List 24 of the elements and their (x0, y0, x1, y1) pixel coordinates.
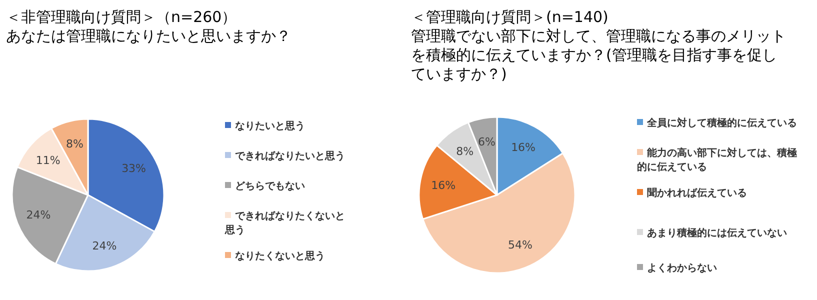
data-label: 11% (36, 154, 60, 167)
chart-subtitle: 管理職でない部下に対して、管理職になる事のメリットを積極的に伝えていますか？(管理職を目指す事を促していますか？) (411, 27, 787, 84)
legend-label: よくわからない (646, 262, 718, 276)
legend-label: あまり積極的には伝えていない (646, 227, 788, 241)
data-label: 16% (431, 178, 456, 192)
chart-title: ＜非管理職向け質問＞（n=260） (6, 8, 238, 27)
legend-label: なりたいと思う (234, 120, 306, 134)
data-label: 8% (456, 144, 474, 158)
legend-label: なりたくないと思う (234, 250, 326, 264)
chart-title: ＜管理職向け質問＞(n=140) (411, 8, 610, 27)
chart-subtitle: あなたは管理職になりたいと思いますか？ (6, 27, 292, 46)
data-label: 6% (478, 135, 496, 148)
legend-label: どちらでもない (234, 180, 306, 194)
legend-label: できればなりたいと思う (234, 150, 345, 164)
legend-label: できればなりたくないと思う (225, 210, 345, 238)
data-label: 33% (122, 162, 146, 175)
legend-label: 聞かれれば伝えている (646, 187, 748, 201)
data-label: 54% (508, 238, 532, 252)
legend-label: 能力の高い部下に対しては、積極的に伝えている (637, 147, 798, 175)
data-label: 24% (26, 208, 51, 222)
data-label: 8% (66, 137, 84, 150)
data-label: 24% (92, 240, 117, 253)
legend-label: 全員に対して積極的に伝えている (646, 117, 798, 131)
data-label: 16% (511, 141, 536, 154)
